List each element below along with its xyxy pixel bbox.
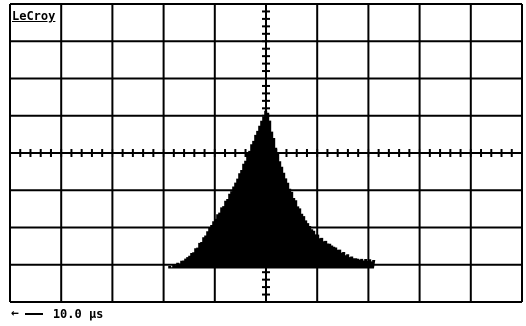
histogram-trace <box>168 110 376 269</box>
graticule-center-ticks <box>9 3 513 303</box>
brand-logo: LeCroy <box>11 9 57 23</box>
histogram-area <box>168 110 376 269</box>
timebase-label: 10.0 µs <box>52 307 104 321</box>
timebase-readout: ← 10.0 µs <box>11 306 103 322</box>
arrow-shaft <box>24 313 43 315</box>
left-arrow-icon: ← <box>11 306 19 321</box>
